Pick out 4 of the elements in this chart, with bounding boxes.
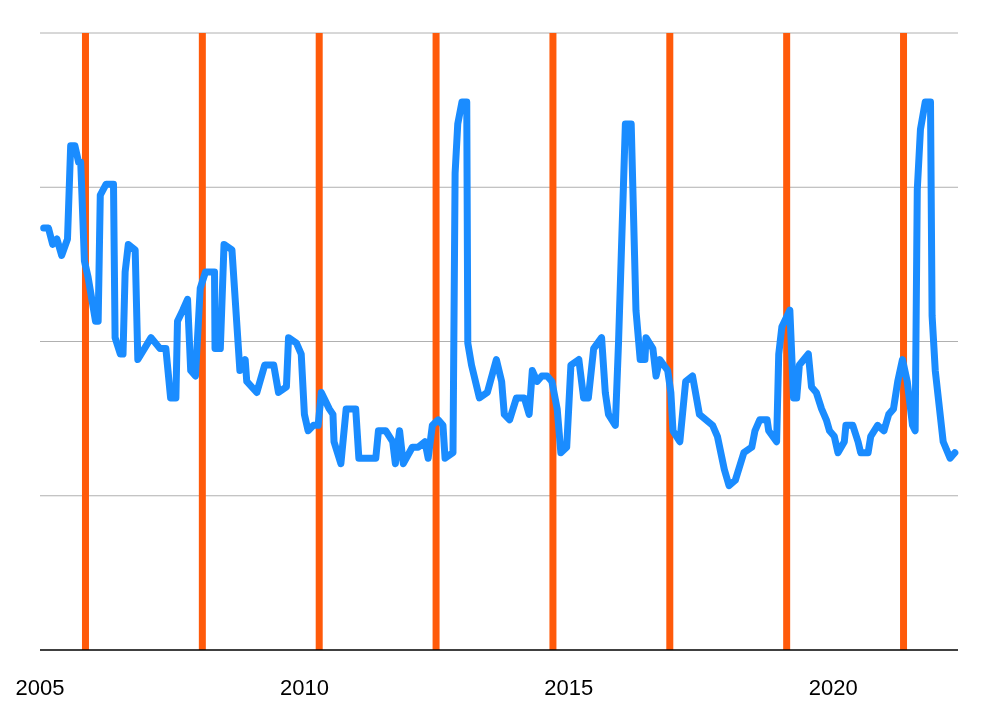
x-tick-label: 2020 — [808, 675, 858, 700]
x-tick-label: 2015 — [544, 675, 594, 700]
x-tick-label: 2005 — [15, 675, 65, 700]
x-tick-label: 2010 — [279, 675, 329, 700]
